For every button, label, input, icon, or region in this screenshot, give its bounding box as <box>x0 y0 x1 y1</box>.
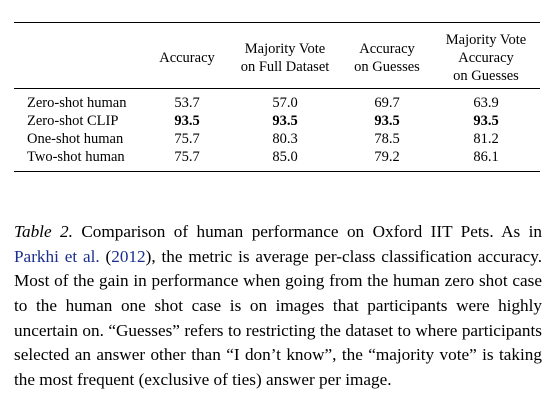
table-header-rule <box>14 88 540 89</box>
caption-label: Table 2. <box>14 222 73 242</box>
row-label: Zero-shot human <box>27 95 127 111</box>
cell-majority-full: 57.0 <box>272 95 298 111</box>
header-accuracy-guesses: Accuracy on Guesses <box>354 41 420 75</box>
row-label: Zero-shot CLIP <box>27 113 119 129</box>
cell-accuracy: 75.7 <box>174 149 200 165</box>
cell-accuracy: 93.5 <box>174 113 200 129</box>
cell-accuracy-guesses: 69.7 <box>374 95 400 111</box>
cell-majority-full: 85.0 <box>272 149 298 165</box>
cell-accuracy-guesses: 79.2 <box>374 149 400 165</box>
table-row: Zero-shot CLIP 93.5 93.5 93.5 93.5 <box>14 112 540 130</box>
cell-majority-full: 80.3 <box>272 131 298 147</box>
table-row: Zero-shot human 53.7 57.0 69.7 63.9 <box>14 94 540 112</box>
cell-majority-guesses: 93.5 <box>473 113 499 129</box>
table-top-rule <box>14 22 540 24</box>
cell-accuracy-guesses: 93.5 <box>374 113 400 129</box>
cell-accuracy-guesses: 78.5 <box>374 131 400 147</box>
header-majority-vote-full: Majority Vote on Full Dataset <box>240 41 330 75</box>
cell-accuracy: 53.7 <box>174 95 200 111</box>
header-majority-vote-guesses: Majority Vote Accuracy on Guesses <box>445 32 527 84</box>
row-label: Two-shot human <box>27 149 125 165</box>
citation-year-link[interactable]: 2012 <box>111 246 146 266</box>
citation-author-link[interactable]: Parkhi et al. <box>14 246 100 266</box>
table-row: Two-shot human 75.7 85.0 79.2 86.1 <box>14 148 540 166</box>
cell-accuracy: 75.7 <box>174 131 200 147</box>
row-label: One-shot human <box>27 131 124 147</box>
caption-text-continued: ), the metric is average per-class class… <box>14 246 542 389</box>
citation-paren: ( <box>99 246 112 266</box>
cell-majority-guesses: 63.9 <box>473 95 499 111</box>
table-caption: Table 2. Comparison of human performance… <box>14 220 542 392</box>
cell-majority-full: 93.5 <box>272 113 298 129</box>
cell-majority-guesses: 86.1 <box>473 149 499 165</box>
table-bottom-rule <box>14 171 540 173</box>
caption-text: Comparison of human performance on Oxfor… <box>72 222 542 242</box>
header-accuracy: Accuracy <box>159 50 215 66</box>
cell-majority-guesses: 81.2 <box>473 131 499 147</box>
table-row: One-shot human 75.7 80.3 78.5 81.2 <box>14 130 540 148</box>
